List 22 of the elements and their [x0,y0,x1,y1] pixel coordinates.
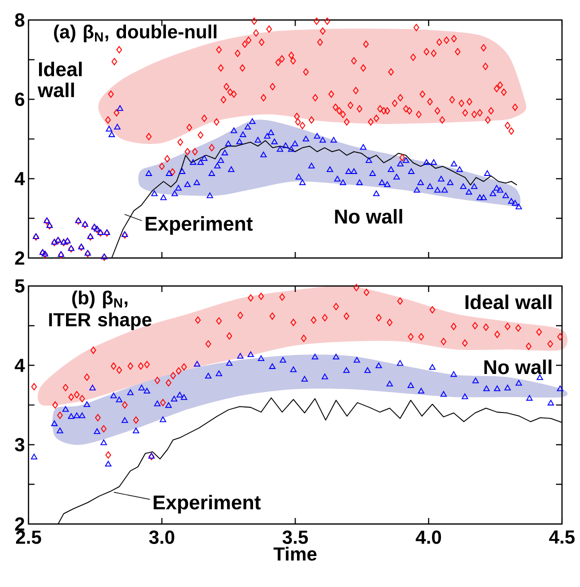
x-tick-label: 3.5 [282,530,308,544]
y-tick-label: 8 [15,13,24,27]
annotation: No wall [335,209,402,224]
text: (b) β$_{N}$, ITER shape [49,290,152,330]
y-tick-label: 2 [15,517,24,531]
annotation: Ideal wall [466,294,552,310]
y-tick-label: 3 [14,438,24,452]
x-tick-label: 4.5 [549,530,575,544]
annotation: Ideal wall [38,62,82,98]
x-axis-title: Time [274,546,317,561]
y-tick-label: 6 [15,92,24,106]
y-tick-label: 4 [14,358,25,372]
x-tick-label: 3.0 [149,530,174,544]
y-tick-label: 5 [15,279,24,293]
annotation: Experiment [146,216,253,235]
y-tick-label: 4 [14,172,25,186]
annotation: Experiment [154,494,261,514]
x-tick-label: 2.5 [16,530,42,544]
annotation: No wall [484,360,552,374]
y-tick-label: 2 [15,251,24,265]
x-tick-label: 4.0 [416,530,442,544]
chart-title: (a) β$_{N}$, double-null [54,24,216,42]
